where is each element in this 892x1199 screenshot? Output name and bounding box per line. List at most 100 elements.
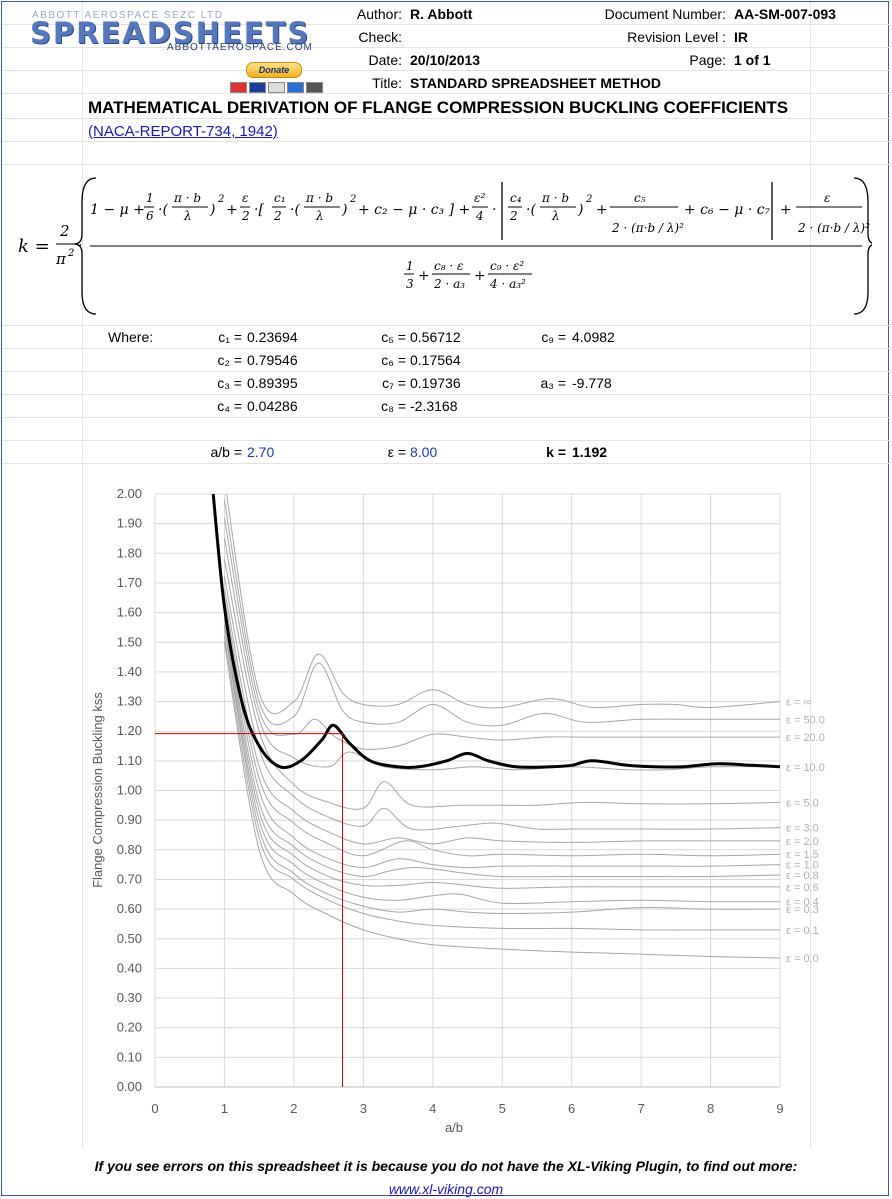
svg-text:2: 2 [509,209,518,223]
y-tick-label: 1.10 [117,753,142,768]
series-line [223,627,780,915]
x-tick-label: 8 [707,1101,714,1116]
x-tick-label: 6 [568,1101,575,1116]
svg-text:2: 2 [349,194,356,205]
current-epsilon-curve [211,494,780,770]
row-gridline [2,164,890,165]
y-tick-label: 1.40 [117,664,142,679]
row-gridline [2,440,890,441]
series-line [223,538,780,771]
x-tick-label: 5 [499,1101,506,1116]
svg-text:λ: λ [551,209,560,223]
epsilon-label: ε = [387,444,406,460]
svg-text:1: 1 [406,259,414,273]
x-axis-label: a/b [445,1120,463,1135]
reference-link[interactable]: (NACA-REPORT-734, 1942) [88,123,278,140]
x-tick-label: 2 [290,1101,297,1116]
series-line [223,642,780,959]
x-tick-label: 9 [776,1101,783,1116]
svg-text:2: 2 [59,222,70,240]
series-line [223,612,780,878]
c3-label: c₃ = [217,375,242,391]
svg-text:c₄: c₄ [510,191,522,205]
svg-text:c₉ · ε²: c₉ · ε² [490,259,524,273]
c8-value: -2.3168 [410,398,458,414]
c8-label: c₈ = [381,398,406,414]
date-label: Date: [368,52,402,68]
series-line [223,588,780,845]
donate-button[interactable]: Donate [246,62,302,78]
svg-text:+: + [226,202,238,218]
payment-cards-icon [230,80,325,93]
footer-link[interactable]: www.xl-viking.com [388,1181,504,1197]
c7-label: c₇ = [382,375,406,391]
svg-text:·[: ·[ [254,202,264,218]
series-line [223,559,780,810]
svg-text:4: 4 [475,209,484,223]
svg-text:π: π [55,250,67,268]
series-label: ε = 0.8 [786,870,819,882]
x-tick-label: 4 [429,1101,436,1116]
svg-text:π · b: π · b [541,191,569,205]
series-label: ε = 3.0 [786,823,819,835]
logo-company-name: ABBOTT AEROSPACE SEZC LTD [32,10,224,21]
series-label: ε = 20.0 [786,732,825,744]
ab-input[interactable]: 2.70 [247,444,275,460]
series-line [223,618,780,889]
y-tick-label: 0.30 [117,990,142,1005]
x-tick-label: 3 [360,1101,367,1116]
buckling-chart: 0.00 0.10 0.20 0.30 0.40 0.50 0.60 0.70 0.80 0.90… [90,486,825,1135]
svg-text:·(: ·( [290,202,300,218]
column-gridline [810,2,811,1147]
svg-text:4 · a₃²: 4 · a₃² [489,277,526,291]
svg-text:ε: ε [242,191,248,205]
svg-text:λ: λ [315,209,324,223]
y-tick-label: 1.60 [117,605,142,620]
logo-spreadsheets: SPREADSHEETS [30,16,311,50]
ab-label: a/b = [210,444,242,460]
row-gridline [2,118,890,119]
y-tick-label: 0.90 [117,812,142,827]
c5-value: 0.56712 [410,329,461,345]
y-tick-label: 1.20 [117,723,142,738]
row-gridline [2,463,890,464]
row-gridline [2,394,890,395]
svg-text:2: 2 [585,194,592,205]
y-tick-label: 1.30 [117,694,142,709]
c6-value: 0.17564 [410,352,461,368]
y-tick-label: 0.10 [117,1049,142,1064]
y-tick-label: 1.00 [117,783,142,798]
series-label: ε = 1.0 [786,860,819,872]
svg-text:c₈ · ε: c₈ · ε [434,259,463,273]
footer-note: If you see errors on this spreadsheet it… [94,1158,798,1174]
y-axis-label: Flange Compression Buckling kss [90,692,105,888]
page-title: MATHEMATICAL DERIVATION OF FLANGE COMPRE… [88,98,789,117]
svg-text:+: + [418,268,430,284]
series-label: ε = ∞ [786,697,811,709]
title-label: Title: [372,75,402,91]
c1-label: c₁ = [218,329,242,345]
revision-label: Revision Level : [627,29,726,45]
logo-website: ABBOTTAEROSPACE.COM [167,42,313,53]
epsilon-input[interactable]: 8.00 [410,444,438,460]
series-line [223,636,780,931]
row-gridline [2,325,890,326]
row-gridline [2,24,890,25]
series-label: ε = 0.0 [786,953,819,965]
svg-text:2: 2 [273,209,282,223]
c3-value: 0.89395 [247,375,298,391]
svg-text:·(: ·( [158,202,168,218]
c4-value: 0.04286 [247,398,298,414]
c9-label: c₉ = [541,329,566,345]
series-label: ε = 0.1 [786,925,819,937]
c4-label: c₄ = [217,398,242,414]
svg-text:+ c₆ − μ · c₇: + c₆ − μ · c₇ [684,202,771,218]
document-number-label: Document Number: [604,6,726,22]
c5-label: c₅ = [381,329,406,345]
title-value: STANDARD SPREADSHEET METHOD [410,75,661,91]
check-label: Check: [358,29,402,45]
series-line [223,499,780,727]
c1-value: 0.23694 [247,329,298,345]
